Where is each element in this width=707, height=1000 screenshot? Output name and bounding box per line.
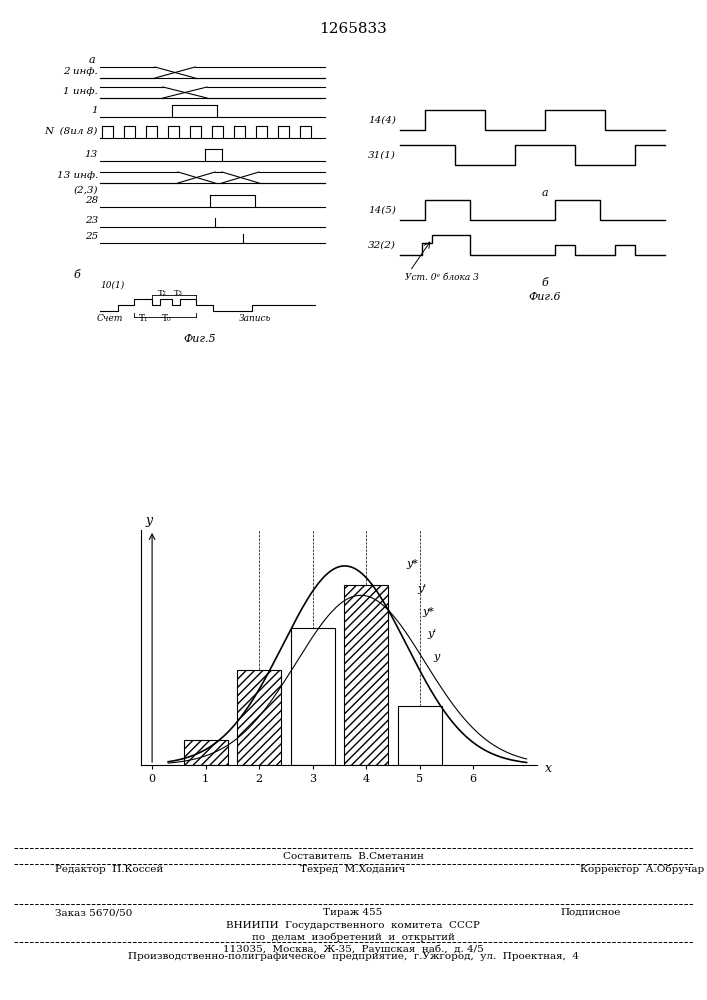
Text: Техред  М.Ходанич: Техред М.Ходанич [300, 865, 406, 874]
Text: 113035,  Москва,  Ж-35,  Раушская  наб.,  д. 4/5: 113035, Москва, Ж-35, Раушская наб., д. … [223, 945, 484, 954]
Text: а: а [542, 188, 549, 198]
Text: T₂: T₂ [158, 289, 166, 297]
Text: Заказ 5670/50: Заказ 5670/50 [55, 908, 132, 917]
Text: Запись: Запись [239, 314, 271, 323]
Text: Подписное: Подписное [560, 908, 620, 917]
Text: Производственно-полиграфическое  предприятие,  г.Ужгород,  ул.  Проектная,  4: Производственно-полиграфическое предприя… [127, 952, 578, 961]
Text: 1 инф.: 1 инф. [63, 87, 98, 96]
Text: Счет: Счет [97, 314, 123, 323]
Text: б: б [74, 270, 80, 280]
Text: T₀: T₀ [162, 314, 172, 323]
Text: T₁: T₁ [139, 314, 148, 323]
Text: а: а [88, 55, 95, 65]
Text: y: y [146, 514, 153, 527]
Text: 10(1): 10(1) [100, 281, 124, 290]
Text: 32(2): 32(2) [368, 240, 396, 249]
Text: Фиг 7: Фиг 7 [334, 535, 371, 548]
Bar [184, 740, 228, 765]
Bar [397, 706, 442, 765]
Text: y': y' [428, 629, 437, 639]
Text: N  (8ил 8): N (8ил 8) [45, 127, 98, 136]
Bar [291, 628, 334, 765]
Text: y: y [433, 652, 439, 662]
Text: y*: y* [422, 607, 434, 617]
Text: T₃: T₃ [173, 289, 182, 297]
Text: 2 инф.: 2 инф. [63, 67, 98, 76]
Text: y*: y* [407, 559, 418, 569]
Text: 14(5): 14(5) [368, 206, 396, 215]
Text: 25: 25 [85, 232, 98, 241]
Text: x: x [545, 762, 552, 775]
Text: 28: 28 [85, 196, 98, 205]
Text: 13: 13 [85, 150, 98, 159]
Text: Фиг.5: Фиг.5 [184, 334, 216, 344]
Text: Тираж 455: Тираж 455 [323, 908, 382, 917]
Text: ВНИИПИ  Государственного  комитета  СССР: ВНИИПИ Государственного комитета СССР [226, 921, 480, 930]
Text: Редактор  П.Коссей: Редактор П.Коссей [55, 865, 163, 874]
Text: по  делам  изобретений  и  открытий: по делам изобретений и открытий [252, 933, 455, 942]
Text: 23: 23 [85, 216, 98, 225]
Text: 14(4): 14(4) [368, 115, 396, 124]
Text: б: б [542, 278, 549, 288]
Text: Уст. 0ᵉ блока 3: Уст. 0ᵉ блока 3 [405, 273, 479, 282]
Text: 31(1): 31(1) [368, 150, 396, 159]
Bar [237, 670, 281, 765]
Text: 1: 1 [91, 106, 98, 115]
Text: (2,3): (2,3) [74, 186, 98, 195]
Text: 1265833: 1265833 [319, 22, 387, 36]
Text: y': y' [417, 584, 426, 594]
Text: Фиг.6: Фиг.6 [529, 292, 561, 302]
Bar [344, 585, 388, 765]
Text: Корректор  А.Обручар: Корректор А.Обручар [580, 865, 704, 874]
Text: Составитель  В.Сметанин: Составитель В.Сметанин [283, 852, 423, 861]
Text: 13 инф.: 13 инф. [57, 171, 98, 180]
